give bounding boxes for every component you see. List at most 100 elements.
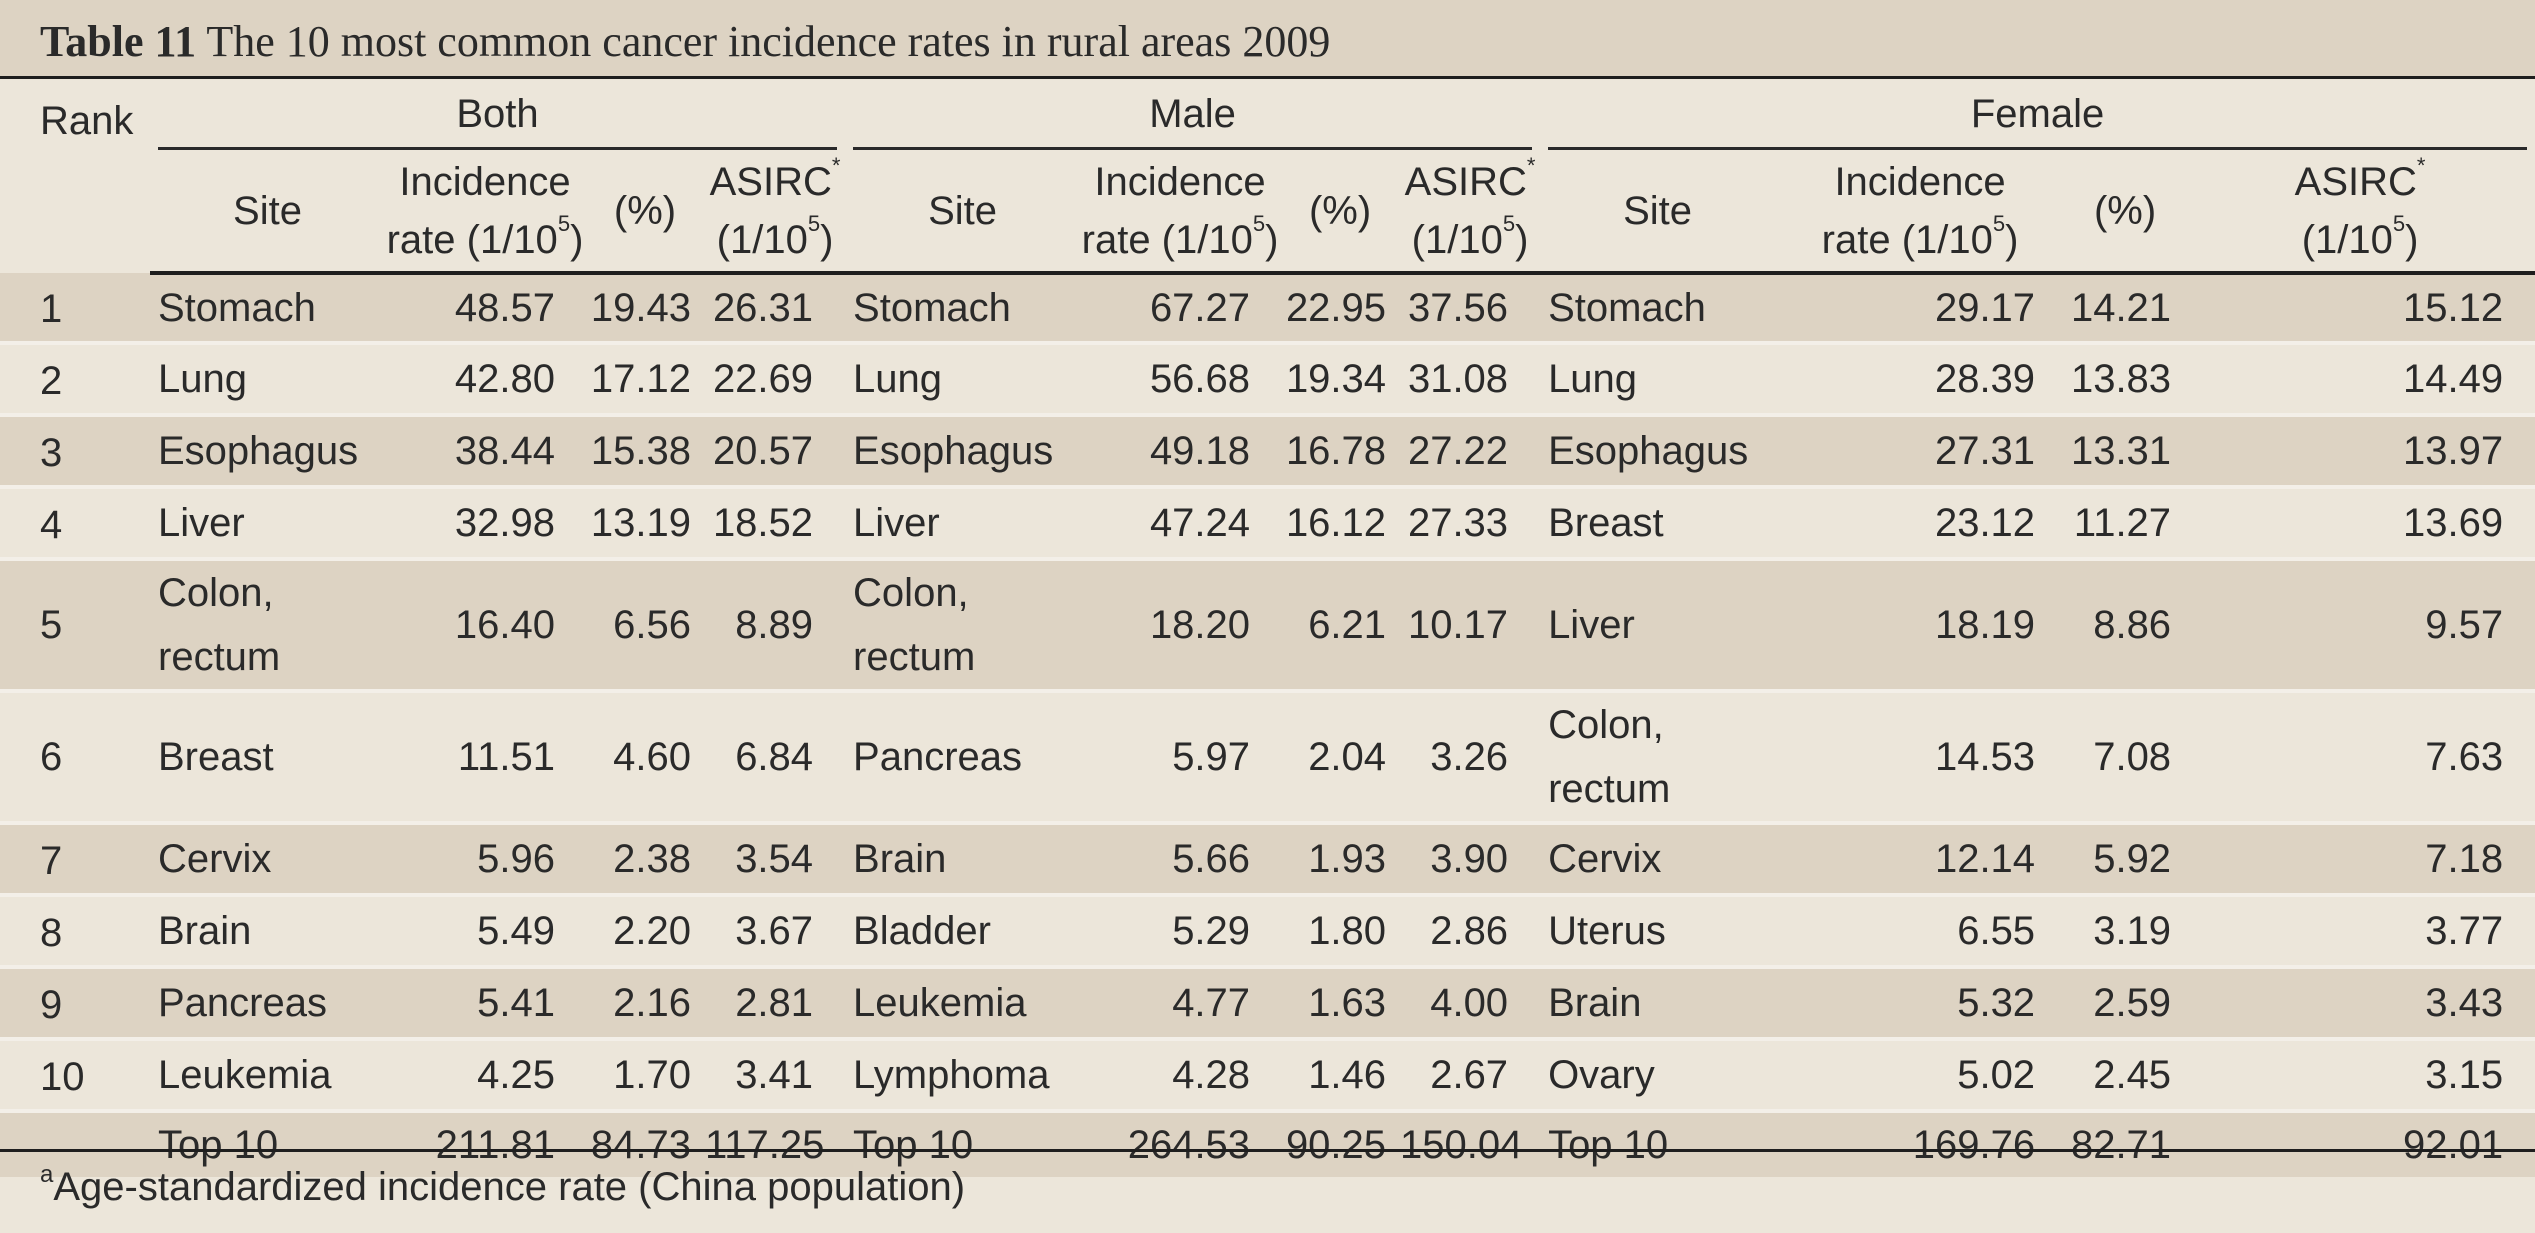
percent-cell-male: 1.80 [1280,895,1401,967]
percent-cell-female: 11.27 [2065,487,2186,559]
percent-cell-male: 1.46 [1280,1039,1401,1111]
percent-cell-both: 84.73 [585,1111,705,1177]
incidence-cell-male: 67.27 [1080,273,1281,343]
table-row: 5 Colon, rectum 16.40 6.56 8.89 Colon, rectum 18… [0,559,2535,691]
asirc-cell-male: 37.56 [1400,273,1541,343]
percent-cell-male: 90.25 [1280,1111,1401,1177]
percent-cell-both: 15.38 [585,415,705,487]
incidence-cell-both: 11.51 [385,691,585,823]
incidence-cell-female: 18.19 [1775,559,2066,691]
site-cell-male: Brain [845,823,1081,895]
site-cell-male: Top 10 [845,1111,1081,1177]
table-row: 10 Leukemia 4.25 1.70 3.41 Lymphoma 4.28 1.46 2.… [0,1039,2535,1111]
site-cell-female: Ovary [1540,1039,1776,1111]
site-cell-both: Pancreas [150,967,385,1039]
percent-cell-male: 16.12 [1280,487,1401,559]
table-row: 3 Esophagus 38.44 15.38 20.57 Esophagus 49.18 1… [0,415,2535,487]
site-cell-both: Leukemia [150,1039,385,1111]
percent-cell-male: 19.34 [1280,343,1401,415]
group-header-male: Male [845,79,1540,151]
table-row: 9 Pancreas 5.41 2.16 2.81 Leukemia 4.77 1.63 4.0… [0,967,2535,1039]
asirc-cell-male: 2.86 [1400,895,1541,967]
percent-header-female: (%) [2065,151,2186,275]
site-cell-both: Colon, rectum [150,559,385,691]
asirc-cell-female: 3.77 [2185,895,2535,967]
percent-cell-male: 16.78 [1280,415,1401,487]
incidence-cell-male: 49.18 [1080,415,1281,487]
asirc-cell-both: 6.84 [705,691,846,823]
site-cell-male: Bladder [845,895,1081,967]
site-cell-male: Lymphoma [845,1039,1081,1111]
percent-cell-female: 82.71 [2065,1111,2186,1177]
site-cell-both: Breast [150,691,385,823]
site-cell-female: Top 10 [1540,1111,1776,1177]
site-cell-female: Colon, rectum [1540,691,1776,823]
incidence-cell-female: 5.32 [1775,967,2066,1039]
incidence-table: Rank Both Male Female Site Incidence rate … [0,79,2535,1177]
incidence-cell-male: 18.20 [1080,559,1281,691]
incidence-cell-female: 14.53 [1775,691,2066,823]
site-header-male: Site [845,151,1081,275]
site-cell-male: Stomach [845,273,1081,343]
asirc-cell-female: 3.43 [2185,967,2535,1039]
asirc-cell-male: 31.08 [1400,343,1541,415]
incidence-cell-female: 12.14 [1775,823,2066,895]
table-row: 4 Liver 32.98 13.19 18.52 Liver 47.24 16.12 27.3… [0,487,2535,559]
percent-cell-male: 1.93 [1280,823,1401,895]
site-cell-both: Lung [150,343,385,415]
footnote: aAge-standardized incidence rate (China … [40,1157,965,1217]
rank-cell: 2 [0,343,150,415]
incidence-header-male: Incidence rate (1/105) [1080,151,1281,275]
site-cell-female: Cervix [1540,823,1776,895]
group-header-female: Female [1540,79,2535,151]
site-cell-both: Esophagus [150,415,385,487]
asirc-cell-both: 2.81 [705,967,846,1039]
incidence-cell-male: 5.97 [1080,691,1281,823]
asirc-cell-female: 92.01 [2185,1111,2535,1177]
table-body: 1 Stomach 48.57 19.43 26.31 Stomach 67.27 22.95… [0,273,2535,1177]
asirc-cell-female: 15.12 [2185,273,2535,343]
incidence-cell-male: 4.77 [1080,967,1281,1039]
asirc-cell-both: 20.57 [705,415,846,487]
table-title: Table 11 The 10 most common cancer incid… [0,0,2535,78]
column-header-row: Site Incidence rate (1/105) (%) ASIRC* (1/105… [0,151,2535,275]
site-cell-male: Liver [845,487,1081,559]
percent-cell-both: 2.16 [585,967,705,1039]
percent-cell-female: 2.59 [2065,967,2186,1039]
asirc-cell-female: 9.57 [2185,559,2535,691]
table-row: 7 Cervix 5.96 2.38 3.54 Brain 5.66 1.93 3.90 Cerv… [0,823,2535,895]
asirc-cell-male: 4.00 [1400,967,1541,1039]
site-cell-female: Stomach [1540,273,1776,343]
percent-cell-both: 19.43 [585,273,705,343]
percent-cell-male: 6.21 [1280,559,1401,691]
incidence-cell-both: 211.81 [385,1111,585,1177]
asirc-header-male: ASIRC* (1/105) [1400,151,1541,275]
incidence-cell-both: 42.80 [385,343,585,415]
asirc-header-both: ASIRC* (1/105) [705,151,846,275]
asirc-cell-male: 3.90 [1400,823,1541,895]
asirc-cell-male: 3.26 [1400,691,1541,823]
asirc-cell-male: 2.67 [1400,1039,1541,1111]
percent-cell-male: 2.04 [1280,691,1401,823]
incidence-cell-male: 264.53 [1080,1111,1281,1177]
site-cell-female: Lung [1540,343,1776,415]
incidence-header-both: Incidence rate (1/105) [385,151,585,275]
table-caption: The 10 most common cancer incidence rate… [206,17,1331,66]
table-label: Table 11 [40,17,197,66]
percent-cell-male: 22.95 [1280,273,1401,343]
asirc-cell-both: 3.54 [705,823,846,895]
rank-cell: 1 [0,273,150,343]
percent-cell-female: 8.86 [2065,559,2186,691]
rank-cell: 9 [0,967,150,1039]
incidence-cell-both: 48.57 [385,273,585,343]
site-cell-male: Colon, rectum [845,559,1081,691]
group-header-both: Both [150,79,845,151]
asirc-cell-both: 8.89 [705,559,846,691]
footnote-marker: a [40,1161,54,1188]
percent-cell-both: 17.12 [585,343,705,415]
table-row: Top 10 211.81 84.73 117.25 Top 10 264.53 90.25… [0,1111,2535,1177]
percent-header-both: (%) [585,151,705,275]
site-cell-male: Esophagus [845,415,1081,487]
asirc-cell-female: 7.63 [2185,691,2535,823]
asirc-cell-female: 13.69 [2185,487,2535,559]
